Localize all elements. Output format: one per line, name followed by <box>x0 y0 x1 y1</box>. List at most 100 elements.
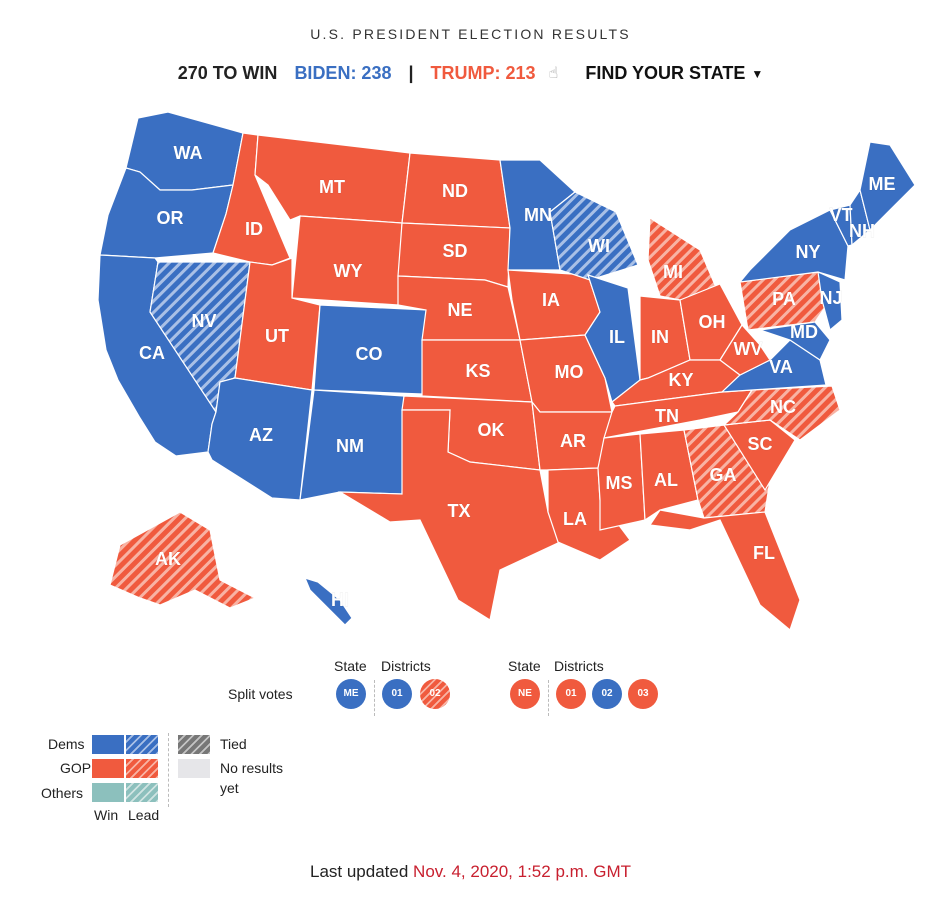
state-hi[interactable] <box>303 577 353 626</box>
state-label-wy: WY <box>334 261 363 281</box>
legend-no-results-label: No results <box>220 760 284 776</box>
state-label-wa: WA <box>174 143 203 163</box>
split-ne-state-dot[interactable]: NE <box>510 679 540 709</box>
state-me[interactable] <box>859 141 916 232</box>
state-label-sc: SC <box>747 434 772 454</box>
state-label-ca: CA <box>139 343 165 363</box>
state-label-id: ID <box>245 219 263 239</box>
legend-gop-win-swatch <box>92 759 124 778</box>
state-label-ut: UT <box>265 326 289 346</box>
state-label-al: AL <box>654 470 678 490</box>
legend-lead-label: Lead <box>128 807 160 823</box>
state-label-wv: WV <box>734 339 763 359</box>
tally-separator: | <box>408 62 414 83</box>
split-me-districts-header: Districts <box>381 658 431 674</box>
split-me-district-1-dot[interactable]: 01 <box>382 679 412 709</box>
split-me-district-2-dot[interactable]: 02 <box>420 679 450 709</box>
state-label-co: CO <box>356 344 383 364</box>
state-label-mn: MN <box>524 205 552 225</box>
state-md[interactable] <box>759 321 831 361</box>
state-nj[interactable] <box>817 271 843 332</box>
state-label-nc: NC <box>770 397 796 417</box>
us-electoral-map: WA OR CA NV ID MT WY UT AZ CO NM ND SD NE KS OK TX MN IA MO… <box>97 111 916 632</box>
state-label-ok: OK <box>478 420 505 440</box>
last-updated: Last updated Nov. 4, 2020, 1:52 p.m. GMT <box>0 862 941 882</box>
state-label-ga: GA <box>710 465 737 485</box>
state-label-il: IL <box>609 327 625 347</box>
state-ny[interactable] <box>738 209 849 283</box>
state-label-tx: TX <box>447 501 470 521</box>
state-label-tn: TN <box>655 406 679 426</box>
state-tx[interactable] <box>337 409 561 621</box>
state-label-in: IN <box>651 327 669 347</box>
legend-dem-win-swatch <box>92 735 124 754</box>
legend-dem-lead-swatch <box>126 735 158 754</box>
find-your-state-label: FIND YOUR STATE <box>585 63 746 84</box>
electoral-tally: 270 TO WIN BIDEN: 238 | TRUMP: 213 ☝ FIN… <box>0 62 941 84</box>
page-title: U.S. PRESIDENT ELECTION RESULTS <box>310 26 631 42</box>
to-win-label: 270 TO WIN <box>177 62 278 83</box>
state-label-mi: MI <box>663 262 683 282</box>
state-label-vt: VT <box>829 205 852 225</box>
pointer-hand-icon: ☝ <box>548 65 559 83</box>
split-ne-districts-header: Districts <box>554 658 604 674</box>
state-label-me: ME <box>869 174 896 194</box>
legend-tied-label: Tied <box>220 736 247 752</box>
split-ne-state-header: State <box>508 658 541 674</box>
state-label-ia: IA <box>542 290 560 310</box>
state-label-ks: KS <box>465 361 490 381</box>
last-updated-timestamp: Nov. 4, 2020, 1:52 p.m. GMT <box>413 862 631 881</box>
state-label-wi: WI <box>588 236 610 256</box>
split-ne-district-1-dot[interactable]: 01 <box>556 679 586 709</box>
legend-others-win-swatch <box>92 783 124 802</box>
state-label-ne: NE <box>447 300 472 320</box>
biden-count: BIDEN: 238 <box>294 62 392 83</box>
legend-no-results-label-2: yet <box>220 780 239 796</box>
state-az[interactable] <box>207 377 313 501</box>
state-label-nj: NJ <box>819 288 842 308</box>
legend-gop-lead-swatch <box>126 759 158 778</box>
state-label-md: MD <box>790 322 818 342</box>
legend-others-label: Others <box>41 785 84 801</box>
state-label-ny: NY <box>795 242 820 262</box>
split-me-divider <box>374 680 375 716</box>
state-label-nh: NH <box>849 221 875 241</box>
split-me-state-dot[interactable]: ME <box>336 679 366 709</box>
state-fl[interactable] <box>648 509 801 632</box>
state-label-mo: MO <box>555 362 584 382</box>
state-mi[interactable] <box>647 216 719 301</box>
legend-divider <box>168 733 169 807</box>
state-al[interactable] <box>639 429 699 522</box>
state-label-nm: NM <box>336 436 364 456</box>
state-label-ak: AK <box>155 549 181 569</box>
state-label-mt: MT <box>319 177 345 197</box>
state-ak[interactable] <box>109 511 257 609</box>
last-updated-prefix: Last updated <box>310 862 409 881</box>
legend-gop-label: GOP <box>60 760 92 776</box>
state-label-pa: PA <box>772 289 796 309</box>
state-label-nd: ND <box>442 181 468 201</box>
state-label-hi: HI <box>331 590 349 610</box>
state-il[interactable] <box>584 274 641 404</box>
find-your-state-dropdown[interactable]: FIND YOUR STATE ▼ <box>585 62 763 84</box>
legend-tied-swatch <box>178 735 210 754</box>
state-label-ar: AR <box>560 431 586 451</box>
legend-win-label: Win <box>94 807 119 823</box>
caret-down-icon: ▼ <box>751 66 764 81</box>
state-label-la: LA <box>563 509 587 529</box>
split-ne-divider <box>548 680 549 716</box>
split-votes-label: Split votes <box>228 686 293 702</box>
state-label-or: OR <box>157 208 184 228</box>
legend-others-lead-swatch <box>126 783 158 802</box>
state-label-oh: OH <box>699 312 726 332</box>
state-label-ms: MS <box>606 473 633 493</box>
split-me-state-header: State <box>334 658 367 674</box>
state-wi[interactable] <box>549 191 639 281</box>
state-label-sd: SD <box>442 241 467 261</box>
trump-count: TRUMP: 213 <box>430 62 536 83</box>
split-ne-district-3-dot[interactable]: 03 <box>628 679 658 709</box>
state-label-az: AZ <box>249 425 273 445</box>
split-ne-district-2-dot[interactable]: 02 <box>592 679 622 709</box>
state-wv[interactable] <box>719 324 771 376</box>
state-label-va: VA <box>769 357 793 377</box>
